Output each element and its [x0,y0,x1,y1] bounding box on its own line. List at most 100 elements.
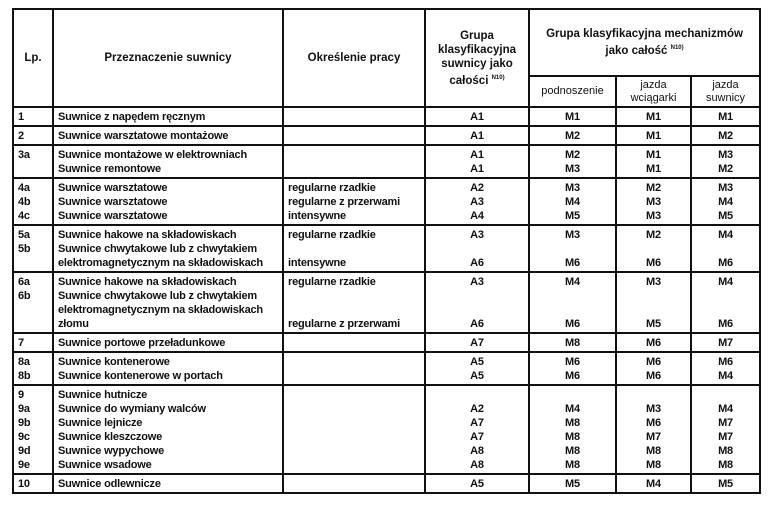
cell-line: A1 [470,163,484,175]
cell-line: 2 [18,130,24,142]
cell-line [288,416,420,430]
cell-lp: 6a 6b [12,271,54,334]
cell-crane: M5 [689,473,762,494]
cell-line [288,402,420,416]
cell-lift: M3 M6 [528,224,617,273]
cell-line: 5a [18,229,30,241]
cell-line: M4 [718,403,733,415]
cell-desc: Suwnice odlewnicze [52,473,284,494]
cell-lp: 3a [12,144,54,179]
cell-lift: M2 [528,125,617,146]
cell-line: 1 [18,111,24,123]
cell-desc: Suwnice portowe przeładunkowe [52,332,284,353]
cell-line: Suwnice warsztatowe [58,196,168,208]
cell-line: A5 [470,370,484,382]
cell-line [18,162,48,176]
cell-lift: M1 [528,106,617,127]
cell-line: Suwnice chwytakowe lub z chwytakiem [58,243,258,255]
cell-work [282,351,426,386]
cell-lift: M4 M6 [528,271,617,334]
cell-line [288,430,420,444]
header-work: Określenie pracy [282,8,426,108]
cell-line: 9 [18,389,24,401]
cell-line: M6 [565,318,580,330]
cell-line: M8 [565,417,580,429]
cell-line: Suwnice kleszczowe [58,431,162,443]
table-row: 5a 5b Suwnice hakowe na składowiskach Suwni… [12,224,762,273]
header-group-crane-text: Grupa klasyfikacyjna suwnicy jako całośc… [437,29,516,87]
cell-line: A8 [470,445,484,457]
cell-line: 9a [18,403,30,415]
cell-line: Suwnice remontowe [58,163,161,175]
cell-line: M1 [718,111,733,123]
cell-crane: M4 M7 M7 M8 M8 [689,384,762,475]
cell-line: M4 [646,478,661,490]
cell-line: M5 [718,478,733,490]
cell-line: regularne z przerwami [288,318,400,330]
cell-line: M6 [565,370,580,382]
cell-line: A7 [470,337,484,349]
cell-line [430,242,524,256]
cell-line: A1 [470,130,484,142]
cell-grp: A2 A7 A7 A8 A8 [424,384,530,475]
cell-line: 9d [18,445,31,457]
table-row: 1 Suwnice z napędem ręcznym A1 M1 M1 M1 [12,106,762,127]
cell-line: M3 [646,403,661,415]
header-purpose: Przeznaczenie suwnicy [52,8,284,108]
cell-line: M1 [565,111,580,123]
cell-line [288,355,420,369]
cell-line: M7 [718,431,733,443]
cell-line: M2 [646,182,661,194]
cell-line: M3 [646,210,661,222]
cell-line: M2 [565,149,580,161]
cell-line: M3 [565,163,580,175]
cell-line: Suwnice hutnicze [58,389,148,401]
cell-grp: A1 [424,125,530,146]
cell-line: M8 [565,459,580,471]
cell-line: M6 [718,318,733,330]
cell-line: Suwnice wsadowe [58,459,152,471]
table-row: 8a 8b Suwnice kontenerowe Suwnice kontenero… [12,351,762,386]
cell-lp: 1 [12,106,54,127]
cell-line: M5 [718,210,733,222]
cell-line: A1 [470,111,484,123]
cell-line: 4c [18,210,30,222]
cell-crane: M1 [689,106,762,127]
cell-line: A5 [470,356,484,368]
cell-line: M5 [646,318,661,330]
footnote-mark: N10) [670,45,684,52]
cell-trolley: M3 M5 [615,271,692,334]
cell-line: Suwnice portowe przeładunkowe [58,337,226,349]
cell-line: regularne rzadkie [288,229,376,241]
cell-desc: Suwnice hakowe na składowiskach Suwnice c… [52,224,284,273]
cell-line [534,242,611,256]
cell-line [18,256,48,270]
cell-line: A3 [470,276,484,288]
cell-line [430,303,524,317]
cell-trolley: M1 [615,106,692,127]
cell-lift: M5 [528,473,617,494]
cell-line [430,388,524,402]
cell-line: elektromagnetycznym na składowiskach [58,304,263,316]
cell-line: M3 [646,276,661,288]
cell-work [282,332,426,353]
cell-line [621,303,686,317]
cell-line [696,242,755,256]
cell-line [288,242,420,256]
cell-line: A2 [470,182,484,194]
header-crane-travel: jazda suwnicy [689,75,762,108]
cell-work [282,144,426,179]
cell-lp: 9 9a 9b 9c 9d 9e [12,384,54,475]
cell-line: M2 [646,229,661,241]
cell-line: A3 [470,229,484,241]
cell-lift: M6 M6 [528,351,617,386]
cell-line [288,162,420,176]
cell-grp: A3 A6 [424,271,530,334]
table-row: 10 Suwnice odlewnicze A5 M5 M4 M5 [12,473,762,494]
cell-line: M4 [718,276,733,288]
cell-line [621,242,686,256]
cell-line: M8 [565,337,580,349]
cell-line: M6 [646,356,661,368]
cell-line: 9b [18,417,31,429]
cell-trolley: M2 M3 M3 [615,177,692,226]
